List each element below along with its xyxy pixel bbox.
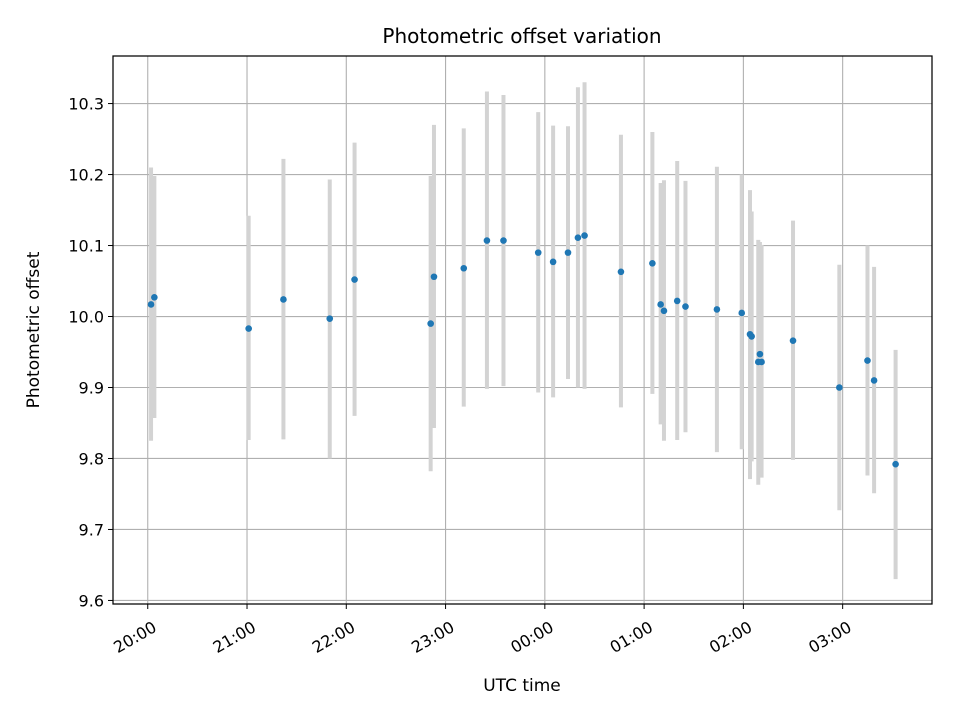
data-point (500, 237, 507, 244)
data-point (534, 249, 542, 256)
data-point (738, 309, 746, 317)
data-point (756, 350, 764, 358)
y-tick-label: 9.9 (79, 378, 104, 397)
data-point (427, 320, 434, 327)
data-point (581, 232, 588, 239)
data-point (748, 333, 755, 340)
data-point (836, 384, 843, 391)
data-point (870, 377, 878, 384)
data-point (351, 276, 358, 283)
data-points (147, 232, 899, 468)
data-point (280, 296, 287, 303)
data-point (564, 249, 572, 256)
data-point (892, 460, 899, 468)
y-tick-label: 10.2 (68, 166, 104, 185)
data-point (549, 258, 557, 266)
y-tick-label: 9.8 (79, 449, 104, 468)
data-point (660, 307, 668, 315)
data-point (649, 259, 656, 267)
data-point (151, 294, 158, 301)
data-point (430, 273, 438, 281)
data-point (245, 325, 252, 332)
data-point (673, 297, 681, 305)
data-point (147, 301, 155, 308)
data-point (483, 237, 491, 244)
y-tick-label: 10.0 (68, 308, 104, 327)
data-point (617, 268, 625, 276)
x-axis-label: UTC time (483, 676, 561, 696)
data-point (326, 315, 334, 322)
data-point (713, 306, 721, 313)
y-axis-ticks: 9.6 9.7 9.8 9.9 10.0 10.1 10.2 10.3 (68, 95, 113, 610)
chart-title: Photometric offset variation (382, 24, 661, 48)
y-tick-label: 10.1 (68, 237, 104, 256)
data-point (864, 357, 871, 364)
data-point (758, 358, 765, 366)
data-point (682, 303, 689, 310)
data-point (789, 337, 797, 344)
y-tick-label: 10.3 (68, 95, 104, 114)
data-point (574, 234, 582, 242)
data-point (657, 301, 664, 308)
y-tick-label: 9.7 (79, 520, 104, 539)
y-tick-label: 9.6 (79, 591, 104, 610)
data-point (460, 264, 468, 272)
y-axis-label: Photometric offset (24, 251, 44, 408)
plot-frame (112, 55, 933, 605)
